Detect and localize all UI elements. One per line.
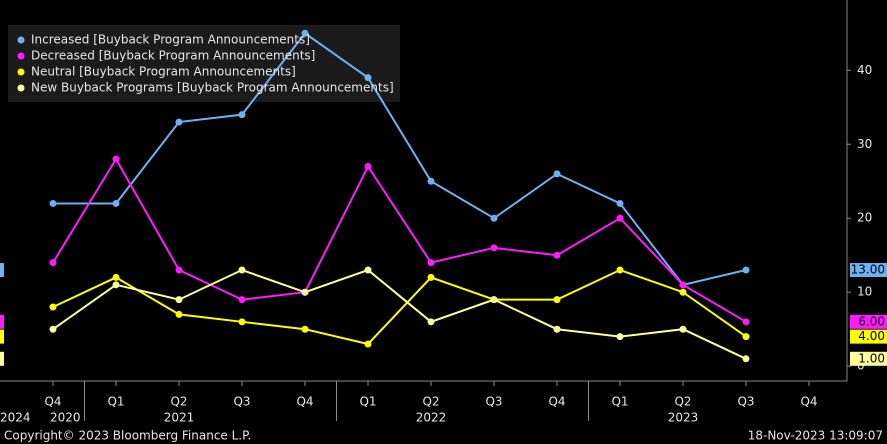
x-tick-label: Q4 [296,395,313,409]
y-tick-label: 30 [857,137,872,151]
point [301,288,309,296]
point [175,266,183,274]
point [616,214,624,222]
legend-label: New Buyback Programs [Buyback Program An… [31,81,394,95]
copyright: Copyright© 2023 Bloomberg Finance L.P. [4,429,251,443]
point [679,281,687,289]
legend-marker [17,52,25,60]
series-line [53,31,747,286]
legend-label: Neutral [Buyback Program Announcements] [31,65,296,79]
point [49,303,57,311]
point [238,318,246,326]
point [553,296,561,304]
last-value-label: 1.00 [858,351,885,365]
point [175,118,183,126]
point [238,266,246,274]
point [364,74,372,82]
y-tick-label: 40 [857,63,872,77]
last-value-label: 6.00 [858,314,885,328]
last-value-label: 4.00 [858,329,885,343]
x-tick-label: Q2 [170,395,187,409]
point [301,325,309,333]
legend-marker [17,36,25,44]
x-tick-label: Q4 [44,395,61,409]
point [238,296,246,304]
legend-box [8,25,400,102]
point [616,266,624,274]
legend-label: Increased [Buyback Program Announcements… [31,33,310,47]
x-tick-label: Q2 [422,395,439,409]
x-tick-label: Q1 [107,395,124,409]
last-value-tag [850,314,887,329]
point [49,199,57,207]
point [427,177,435,185]
last-value-label: 13.00 [851,263,885,277]
point [427,318,435,326]
x-tick-label: Q1 [359,395,376,409]
point [490,214,498,222]
left-tag [0,329,4,344]
point [742,266,750,274]
y-tick-label: 10 [857,285,872,299]
timestamp: 18-Nov-2023 13:09:07 [748,429,883,443]
last-value-tag [850,351,887,366]
legend-marker [17,68,25,76]
point [742,318,750,326]
point [742,333,750,341]
point [490,244,498,252]
point [427,273,435,281]
x-tick-label: Q4 [800,395,817,409]
y-tick-label: 20 [857,211,872,225]
left-tag [0,351,4,366]
year-label: 2024 [0,411,31,425]
point [175,296,183,304]
point [553,170,561,178]
left-tag [0,263,4,278]
x-tick-label: Q2 [674,395,691,409]
x-tick-label: Q4 [548,395,565,409]
x-tick-label: Q3 [485,395,502,409]
point [112,199,120,207]
last-value-tag [850,329,887,344]
legend-label: Decreased [Buyback Program Announcements… [31,49,315,63]
point [112,281,120,289]
point [616,199,624,207]
point [364,162,372,170]
point [49,325,57,333]
left-tag [0,314,4,329]
point [679,325,687,333]
year-label: 2023 [668,411,699,425]
point [616,333,624,341]
year-label: 2021 [164,411,195,425]
point [175,310,183,318]
point [112,155,120,163]
point [364,340,372,348]
year-label: 2020 [50,411,81,425]
series-line [52,268,747,360]
point [742,355,750,363]
point [49,259,57,267]
series-line [52,157,747,323]
x-tick-label: Q3 [737,395,754,409]
point [679,288,687,296]
point [427,259,435,267]
point [301,29,309,37]
x-tick-label: Q3 [233,395,250,409]
point [238,111,246,119]
point [553,251,561,259]
year-label: 2022 [416,411,447,425]
series-line [52,268,747,346]
legend-marker [17,84,25,92]
x-tick-label: Q1 [611,395,628,409]
point [490,296,498,304]
point [112,273,120,281]
last-value-tag [850,263,887,278]
point [364,266,372,274]
point [553,325,561,333]
